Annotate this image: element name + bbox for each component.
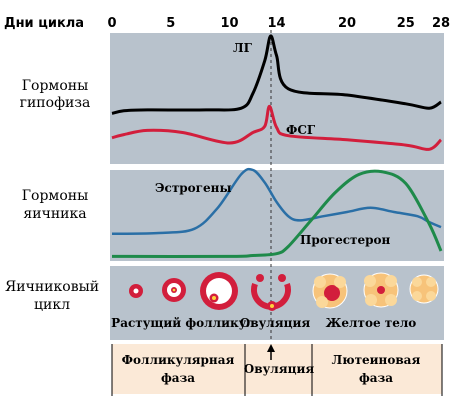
estrogen-curve [111, 167, 442, 236]
day-tick-25: 25 [397, 16, 415, 31]
lh-label: ЛГ [233, 41, 253, 55]
row-label-cycle-1: Яичниковый [5, 279, 99, 295]
day-tick-5: 5 [166, 16, 175, 31]
fsh-label: ФСГ [286, 123, 316, 137]
row-label-pituitary-2: гипофиза [20, 95, 91, 111]
progesterone-label: Прогестерон [300, 233, 390, 247]
follicle-medium [162, 278, 186, 302]
row-label-pituitary-1: Гормоны [22, 78, 88, 94]
corpus-luteum-1 [312, 273, 348, 309]
phase-luteal-line2: фаза [359, 371, 393, 385]
lh-curve [111, 34, 442, 115]
row-label-ovary-2: яичника [23, 206, 86, 222]
corpus-luteum-3 [409, 274, 439, 304]
day-tick-0: 0 [107, 16, 116, 31]
row-label-ovary-1: Гормоны [22, 188, 88, 204]
follicle-small [129, 284, 143, 298]
phase-panel [112, 344, 442, 394]
fsh-curve [111, 104, 443, 151]
estrogen-label: Эстрогены [155, 181, 231, 195]
phase-luteal-line1: Лютеиновая [332, 353, 421, 367]
stage-label-growing-follicle: Растущий фолликул [111, 316, 255, 330]
phase-follicular-line1: Фолликулярная [122, 353, 235, 367]
day-tick-14: 14 [267, 16, 285, 31]
day-tick-28: 28 [432, 16, 450, 31]
progesterone-curve [111, 169, 443, 258]
follicle-large [200, 272, 238, 310]
corpus-luteum-2 [363, 272, 399, 308]
follicle-ovulating [251, 274, 291, 311]
phase-follicular-line2: фаза [161, 371, 195, 385]
ovulation-arrow-icon [267, 344, 275, 352]
stage-label-corpus-luteum: Желтое тело [326, 316, 417, 330]
days-title: Дни цикла [4, 16, 84, 31]
stage-label-ovulation: Овуляция [240, 316, 311, 330]
phase-ovulation: Овуляция [244, 362, 315, 376]
ovary-hormone-panel [110, 170, 444, 261]
day-tick-10: 10 [220, 16, 238, 31]
day-tick-20: 20 [338, 16, 356, 31]
day-ticks: 0 5 10 14 20 25 28 [107, 16, 450, 31]
row-label-cycle-2: цикл [34, 297, 70, 313]
